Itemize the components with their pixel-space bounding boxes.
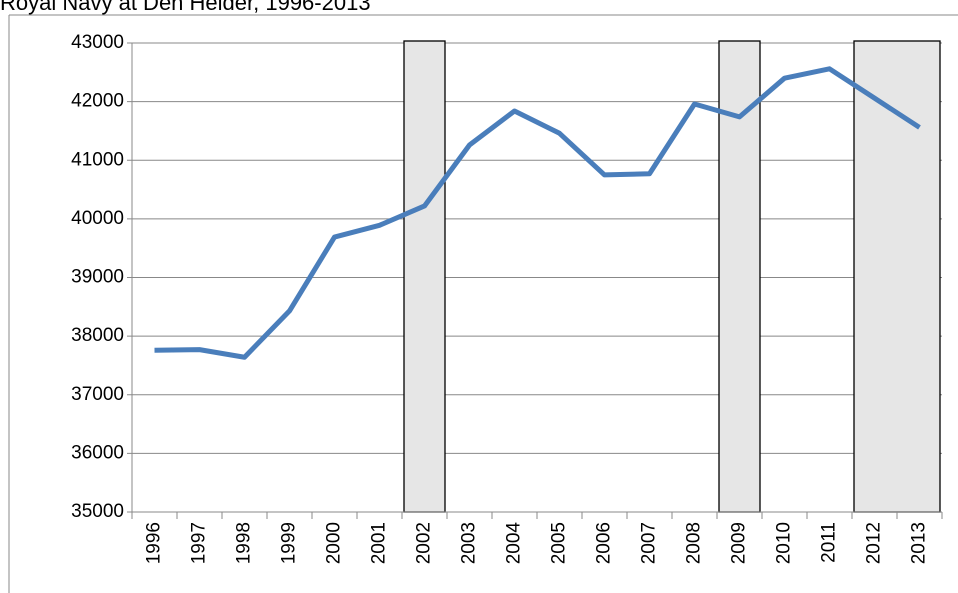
x-tick-label: 2009 <box>729 522 750 564</box>
x-tick-label: 1997 <box>189 522 210 564</box>
x-tick-label: 1999 <box>279 522 300 564</box>
x-tick-label: 2003 <box>459 522 480 564</box>
highlight-band <box>403 40 446 513</box>
x-tick-label: 2008 <box>684 522 705 564</box>
x-tick-label: 1996 <box>144 522 165 564</box>
highlight-band <box>853 40 941 513</box>
x-tick-label: 2004 <box>504 522 525 565</box>
x-tick-label: 2002 <box>414 522 435 564</box>
y-tick-label: 43000 <box>71 32 124 53</box>
x-tick-label: 2007 <box>639 522 660 564</box>
y-tick-label: 36000 <box>71 442 124 463</box>
x-tick-label: 2006 <box>594 522 615 564</box>
x-tick-label: 2012 <box>864 522 885 564</box>
y-tick-label: 35000 <box>71 501 124 522</box>
y-tick-label: 38000 <box>71 325 124 346</box>
chart-title: Royal Navy at Den Helder, 1996-2013 <box>0 0 371 15</box>
y-tick-label: 40000 <box>71 208 124 229</box>
x-tick-label: 2011 <box>819 522 840 563</box>
x-tick-label: 2010 <box>774 522 795 564</box>
x-tick-label: 2001 <box>369 522 390 564</box>
x-tick-label: 1998 <box>234 522 255 564</box>
y-tick-label: 39000 <box>71 267 124 288</box>
y-tick-label: 37000 <box>71 384 124 405</box>
x-tick-label: 2013 <box>909 522 930 564</box>
data-line <box>154 66 921 360</box>
x-tick-label: 2005 <box>549 522 570 564</box>
y-tick-label: 41000 <box>71 149 124 170</box>
highlight-band <box>718 40 761 513</box>
x-tick-label: 2000 <box>324 522 345 564</box>
y-tick-label: 42000 <box>71 91 124 112</box>
